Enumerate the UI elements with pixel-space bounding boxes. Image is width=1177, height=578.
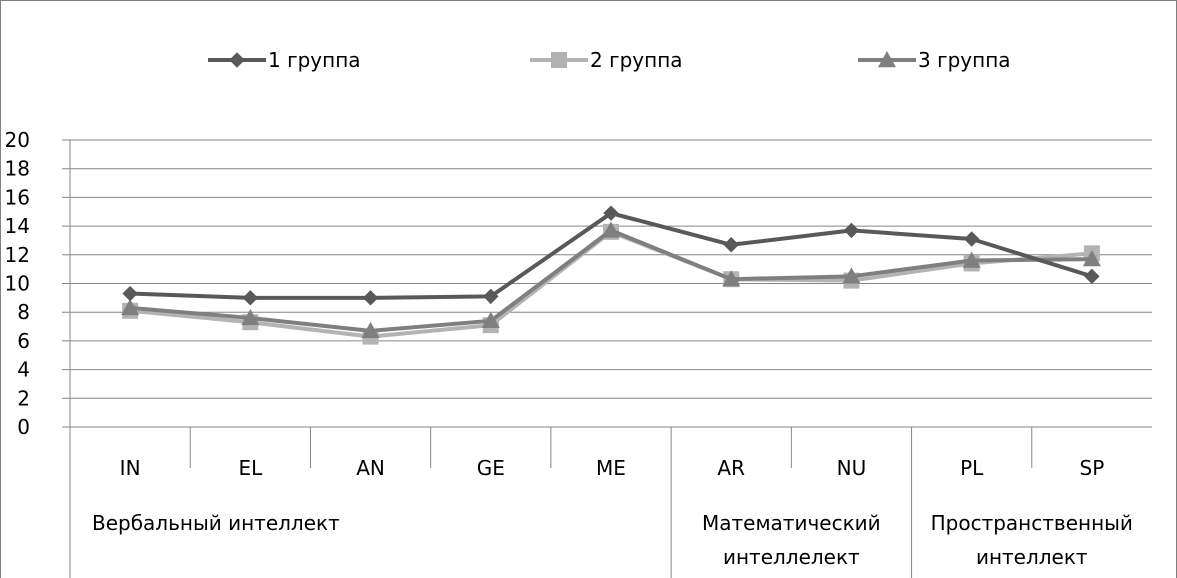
x-category-label: ME [596,456,626,480]
x-category-label: PL [960,456,984,480]
data-point [361,321,380,339]
x-group-label: Математический [702,511,881,535]
y-tick-label: 2 [17,386,30,410]
data-point [121,298,140,316]
y-tick-label: 6 [17,329,30,353]
y-tick-label: 8 [17,300,30,324]
y-tick-label: 4 [17,358,30,382]
legend-marker [878,51,896,68]
x-category-label: IN [120,456,141,480]
x-category-label: NU [837,456,867,480]
data-point [963,231,980,247]
legend-marker [551,52,567,68]
data-point [483,288,499,305]
x-category-label: EL [238,456,263,480]
data-series [121,205,1101,345]
x-group-label: Пространственный [931,511,1133,535]
legend-item-2: 2 группа [530,48,683,72]
legend-marker [229,52,245,68]
data-point [842,267,861,284]
y-tick-label: 16 [5,185,30,209]
legend: 1 группа 2 группа 3 группа [208,48,1011,72]
x-category-label: AN [356,456,385,480]
data-point [602,221,620,238]
data-point [843,222,860,239]
series-3 [121,221,1101,339]
data-point [1082,250,1101,267]
y-tick-label: 0 [17,415,30,439]
data-point [481,311,500,329]
x-group-label: интеллелект [723,545,860,569]
y-tick-label: 12 [5,243,30,267]
y-tick-label: 20 [5,128,30,152]
legend-label: 3 группа [918,48,1011,72]
data-point [1084,268,1100,285]
data-point [242,290,259,306]
legend-label: 2 группа [590,48,683,72]
series-1 [122,205,1100,306]
y-tick-label: 14 [5,214,30,238]
data-point [122,285,138,302]
y-tick-label: 10 [5,272,30,296]
x-group-label: интеллект [976,545,1088,569]
x-category-label: SP [1080,456,1105,480]
data-point [362,290,379,306]
x-category-label: AR [717,456,745,480]
gridlines [62,139,1152,428]
data-point [241,308,260,326]
axes [69,140,1033,578]
data-point [722,270,741,287]
data-point [603,205,619,221]
x-group-label: Вербальный интеллект [92,511,340,535]
y-axis-tick-labels: 0 2 4 6 8 10 12 14 16 18 20 [5,128,30,439]
legend-label: 1 группа [268,48,361,72]
x-axis-category-labels: IN EL AN GE ME AR NU PL SP Вербальный интеллект Ма… [92,456,1133,569]
legend-item-3: 3 группа [858,48,1011,72]
x-category-label: GE [477,456,505,480]
data-point [962,251,981,268]
y-tick-label: 18 [5,157,30,181]
legend-item-1: 1 группа [208,48,361,72]
data-point [723,237,739,253]
